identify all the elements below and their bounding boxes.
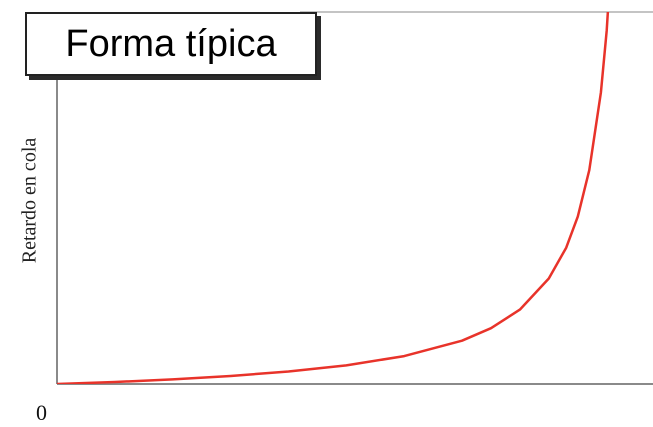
chart-title: Forma típica (65, 22, 277, 65)
chart-title-box: Forma típica (25, 12, 317, 76)
series-line-0 (57, 12, 610, 384)
y-axis-label-text: Retardo en cola (18, 137, 41, 263)
y-axis-label: Retardo en cola (4, 80, 56, 320)
x-tick-label-0: 0 (36, 400, 47, 425)
